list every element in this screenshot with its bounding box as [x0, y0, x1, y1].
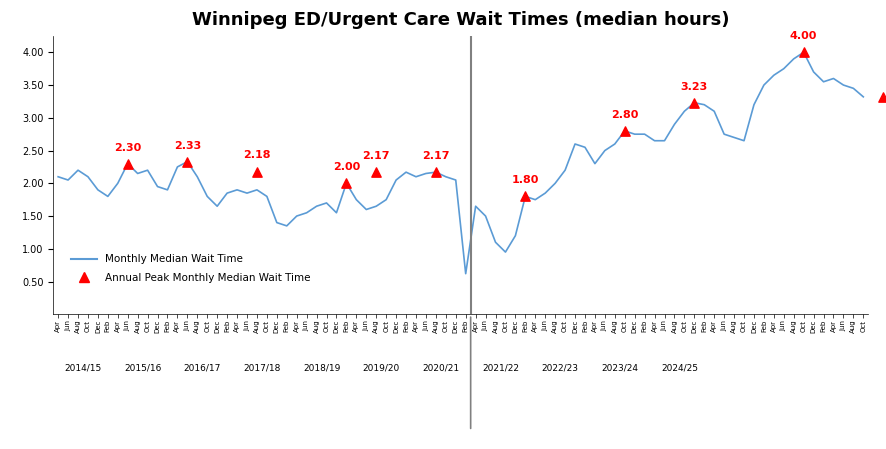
Point: [429, 168, 443, 176]
Point: [688, 99, 702, 106]
Point: [250, 168, 264, 175]
Title: Winnipeg ED/Urgent Care Wait Times (median hours): Winnipeg ED/Urgent Care Wait Times (medi…: [192, 11, 729, 29]
Text: 2.80: 2.80: [611, 110, 639, 120]
Text: 2019/20: 2019/20: [362, 363, 400, 372]
Point: [369, 168, 384, 176]
Text: 2.30: 2.30: [114, 142, 142, 153]
Point: [518, 193, 532, 200]
Text: 2014/15: 2014/15: [65, 363, 102, 372]
Text: 2.33: 2.33: [174, 141, 201, 150]
Text: 3.23: 3.23: [680, 82, 708, 92]
Text: 2022/23: 2022/23: [541, 363, 579, 372]
Text: 2021/22: 2021/22: [482, 363, 519, 372]
Text: 2020/21: 2020/21: [423, 363, 460, 372]
Point: [339, 180, 354, 187]
Text: 2024/25: 2024/25: [661, 363, 698, 372]
Point: [797, 48, 811, 56]
Point: [876, 93, 886, 101]
Text: 1.80: 1.80: [511, 175, 539, 185]
Text: 2018/19: 2018/19: [303, 363, 340, 372]
Text: 2.00: 2.00: [333, 162, 360, 172]
Text: 2017/18: 2017/18: [244, 363, 281, 372]
Text: 2.18: 2.18: [243, 150, 271, 160]
Text: Sep 2024
3.32: Sep 2024 3.32: [0, 448, 1, 449]
Legend: Monthly Median Wait Time, Annual Peak Monthly Median Wait Time: Monthly Median Wait Time, Annual Peak Mo…: [66, 250, 315, 287]
Point: [180, 158, 194, 165]
Point: [618, 128, 632, 135]
Text: 2.17: 2.17: [422, 151, 449, 161]
Text: 4.00: 4.00: [790, 31, 818, 41]
Text: 2023/24: 2023/24: [602, 363, 638, 372]
Text: 2015/16: 2015/16: [124, 363, 161, 372]
Text: 2016/17: 2016/17: [183, 363, 221, 372]
Point: [120, 160, 135, 167]
Text: 2.17: 2.17: [362, 151, 390, 161]
